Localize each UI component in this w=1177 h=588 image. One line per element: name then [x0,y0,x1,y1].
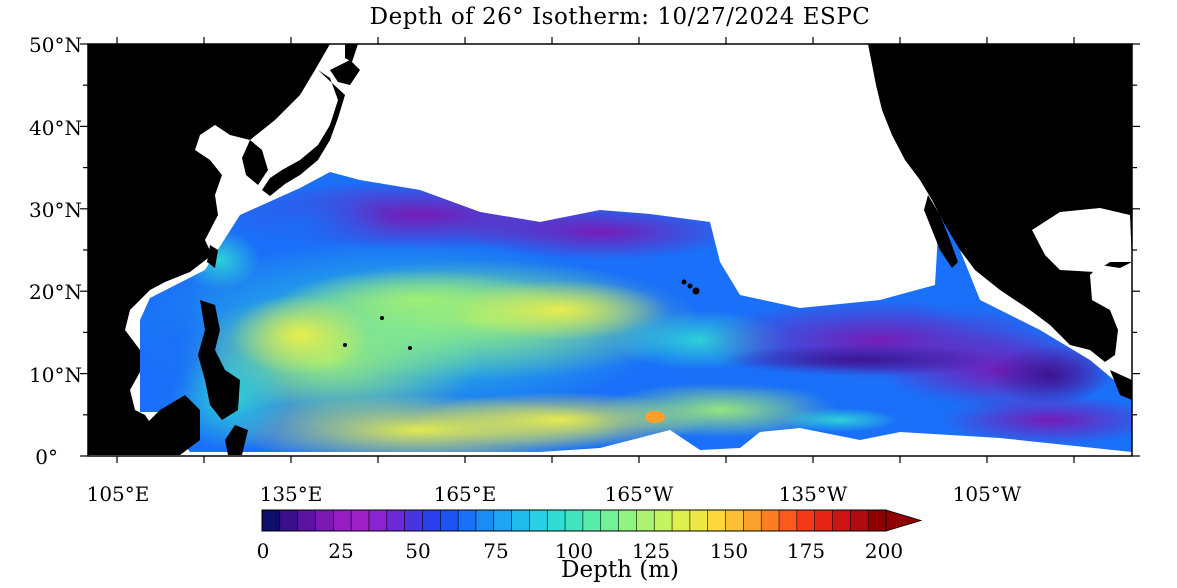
colorbar-swatch [529,509,549,532]
colorbar [261,509,923,532]
lon-label-165e: 165°E [433,482,497,506]
lon-label-105w: 105°W [952,482,1022,506]
land-philippines [198,300,240,420]
colorbar-swatch [350,509,370,532]
colorbar-swatch [850,509,869,532]
colorbar-swatch [707,509,727,532]
axis-ticks [80,37,1140,463]
colorbar-label-200: 200 [864,539,904,563]
colorbar-label-25: 25 [328,539,354,563]
colorbar-swatch [725,509,745,532]
land-central-america [1110,370,1132,400]
colorbar-swatch [653,509,673,532]
colorbar-label-100: 100 [554,539,594,563]
colorbar-label-125: 125 [631,539,671,563]
lat-label-10n: 10°N [29,363,82,387]
colorbar-swatch [600,509,620,532]
land-japan [262,70,345,196]
lat-label-30n: 30°N [29,198,82,222]
colorbar-swatch [475,509,495,532]
land-asia [88,44,330,455]
colorbar-swatch [511,509,531,532]
lon-label-135w: 135°W [778,482,848,506]
colorbar-swatch [689,509,709,532]
land-borneo [140,395,200,455]
lon-label-135e: 135°E [259,482,323,506]
land-hawaii [681,279,700,295]
colorbar-swatch [297,509,317,532]
lat-label-40n: 40°N [29,116,82,140]
colorbar-swatch [439,509,459,532]
colorbar-overflow-arrow [885,509,923,532]
colorbar-label-175: 175 [786,539,826,563]
colorbar-swatch [315,509,335,532]
colorbar-swatch [333,509,352,532]
colorbar-swatch [422,509,442,532]
land-sakhalin [345,44,358,62]
lat-label-50n: 50°N [29,33,82,57]
lon-label-165w: 165°W [604,482,674,506]
colorbar-swatch [867,509,887,532]
land-masses [88,44,1132,455]
colorbar-swatch [618,509,638,532]
map-title: Depth of 26° Isotherm: 10/27/2024 ESPC [369,4,871,30]
colorbar-swatch [671,509,691,532]
colorbar-swatch [796,509,816,532]
land-hokkaido [330,60,360,85]
colorbar-swatch [279,509,299,532]
lat-label-equator: 0° [35,445,58,469]
colorbar-swatch [814,509,834,532]
land-korea [242,140,268,185]
colorbar-frame [261,509,887,532]
land-taiwan [207,245,218,268]
colorbar-swatch [404,509,424,532]
colorbar-swatch [636,509,656,532]
lat-label-20n: 20°N [29,280,82,304]
colorbar-swatch [368,509,388,532]
colorbar-label-150: 150 [709,539,749,563]
land-baja [924,195,958,268]
colorbar-label-50: 50 [405,539,431,563]
colorbar-swatch [386,509,406,532]
colorbar-swatch [546,509,566,532]
colorbar-swatch [582,509,602,532]
land-north-america [868,44,1132,362]
colorbar-swatch [832,509,852,532]
colorbar-label-0: 0 [256,539,270,563]
colorbar-swatch [743,509,762,532]
colorbar-swatch [457,509,477,532]
colorbar-swatch [760,509,780,532]
colorbar-title: Depth (m) [561,557,679,583]
land-sulawesi [225,425,248,455]
colorbar-swatch [261,509,281,532]
colorbar-label-75: 75 [483,539,509,563]
colorbar-swatch [564,509,584,532]
colorbar-swatch [493,509,513,532]
colorbar-swatch [778,509,798,532]
lon-label-105e: 105°E [86,482,150,506]
gulf-of-mexico [1032,208,1132,272]
